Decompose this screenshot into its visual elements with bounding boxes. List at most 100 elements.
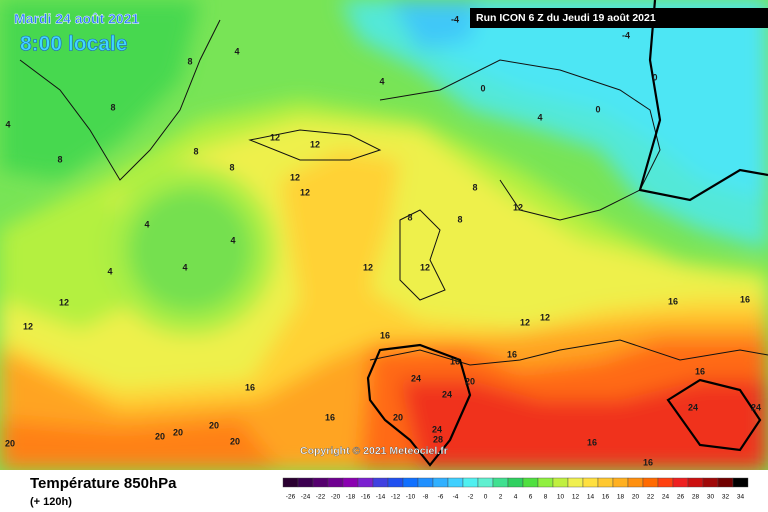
- contour-label: 16: [507, 349, 517, 359]
- legend-label: 2: [499, 494, 503, 501]
- legend-label: -20: [331, 494, 341, 501]
- legend-swatch: [342, 477, 359, 488]
- footer-lead: (+ 120h): [30, 496, 72, 508]
- legend-label: -12: [391, 494, 401, 501]
- legend-swatch: [327, 477, 344, 488]
- contour-label: 16: [450, 356, 460, 366]
- contour-label: 16: [587, 437, 597, 447]
- legend-swatch: [732, 477, 749, 488]
- legend-swatch: [597, 477, 614, 488]
- contour-label: 4: [230, 235, 235, 245]
- contour-label: 8: [110, 102, 115, 112]
- legend-label: 16: [602, 494, 610, 501]
- legend-label: 32: [722, 494, 730, 501]
- legend-label: -18: [346, 494, 356, 501]
- contour-label: 0: [652, 72, 657, 82]
- legend-swatch: [312, 477, 329, 488]
- contour-label: 4: [182, 262, 187, 272]
- legend-swatch: [477, 477, 494, 488]
- contour-label: 8: [193, 146, 198, 156]
- legend-label: -14: [376, 494, 386, 501]
- legend-label: -22: [316, 494, 326, 501]
- contour-label: 12: [310, 139, 320, 149]
- contour-label: 12: [520, 317, 530, 327]
- contour-label: 24: [411, 373, 421, 383]
- legend-label: -16: [361, 494, 371, 501]
- contour-label: 28: [433, 434, 443, 444]
- footer-title: Température 850hPa: [30, 475, 177, 492]
- run-info: Run ICON 6 Z du Jeudi 19 août 2021: [476, 12, 656, 24]
- legend-label: -26: [286, 494, 296, 501]
- legend-label: -6: [438, 494, 444, 501]
- contour-label: 16: [245, 382, 255, 392]
- contour-label: 4: [107, 266, 112, 276]
- contour-label: 16: [380, 330, 390, 340]
- legend-swatch: [567, 477, 584, 488]
- legend-label: 0: [484, 494, 488, 501]
- contour-label: 0: [595, 104, 600, 114]
- legend-label: 20: [632, 494, 640, 501]
- legend-swatch: [462, 477, 479, 488]
- contour-label: 16: [643, 457, 653, 467]
- contour-label: -4: [451, 14, 459, 24]
- legend-label: 14: [587, 494, 595, 501]
- thick-isotherms: [366, 0, 768, 467]
- color-legend: -26 -24 -22 -20 -18 -16 -14 -12 -10 -8 -6 -4 -2 0 2 4 6 8…: [282, 477, 749, 501]
- contour-label: 16: [740, 294, 750, 304]
- footer-band: [0, 470, 768, 512]
- legend-swatch: [492, 477, 509, 488]
- legend-label: -10: [406, 494, 416, 501]
- contour-label: 16: [668, 296, 678, 306]
- temperature-field: [0, 0, 768, 470]
- contour-label: 16: [325, 412, 335, 422]
- contour-label: -4: [622, 30, 630, 40]
- contour-label: 20: [393, 412, 403, 422]
- legend-swatch: [657, 477, 674, 488]
- legend-swatch: [417, 477, 434, 488]
- legend-swatch: [537, 477, 554, 488]
- copyright: Copyright © 2021 Meteociel.fr: [300, 445, 448, 457]
- contour-label: 12: [300, 187, 310, 197]
- contour-label: 0: [480, 83, 485, 93]
- legend-swatch: [702, 477, 719, 488]
- contour-label: 4: [234, 46, 239, 56]
- contour-label: 16: [695, 366, 705, 376]
- forecast-date: Mardi 24 août 2021: [14, 11, 139, 27]
- legend-swatch: [387, 477, 404, 488]
- legend-label: -2: [468, 494, 474, 501]
- contour-label: 4: [5, 119, 10, 129]
- contour-label: 20: [209, 420, 219, 430]
- legend-swatch: [522, 477, 539, 488]
- legend-swatch: [372, 477, 389, 488]
- contour-label: 4: [537, 112, 542, 122]
- contour-label: 8: [229, 162, 234, 172]
- legend-swatch: [297, 477, 314, 488]
- legend-label: 4: [514, 494, 518, 501]
- legend-swatch: [717, 477, 734, 488]
- contour-label: 24: [432, 424, 442, 434]
- legend-swatch: [432, 477, 449, 488]
- contour-label: 12: [363, 262, 373, 272]
- legend-swatch: [357, 477, 374, 488]
- legend-label: 30: [707, 494, 715, 501]
- legend-swatch: [552, 477, 569, 488]
- contour-label: 8: [187, 56, 192, 66]
- legend-label: 12: [572, 494, 580, 501]
- legend-swatch: [627, 477, 644, 488]
- run-box: [470, 8, 768, 28]
- contour-label: 24: [688, 402, 698, 412]
- contour-label: 12: [420, 262, 430, 272]
- contour-label: 4: [379, 76, 384, 86]
- contour-label: 8: [472, 182, 477, 192]
- legend-swatch: [282, 477, 299, 488]
- contour-label: 20: [230, 436, 240, 446]
- contour-label: 12: [513, 202, 523, 212]
- legend-label: 26: [677, 494, 685, 501]
- contour-label: 4: [144, 219, 149, 229]
- legend-label: -24: [301, 494, 311, 501]
- contour-label: 12: [59, 297, 69, 307]
- contour-label: 20: [465, 376, 475, 386]
